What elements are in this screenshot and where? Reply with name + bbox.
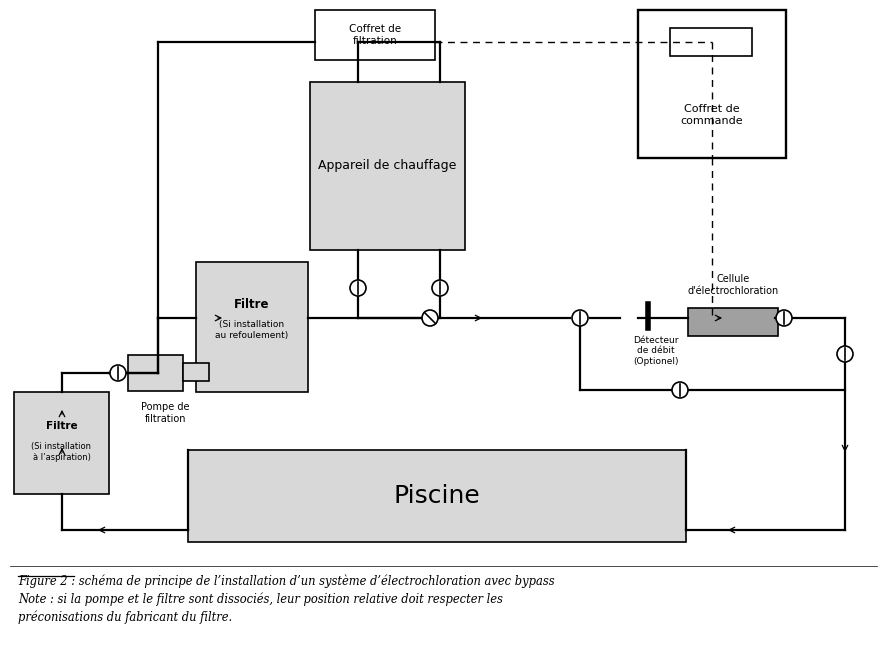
Circle shape bbox=[431, 280, 447, 296]
Circle shape bbox=[110, 365, 126, 381]
Text: Filtre: Filtre bbox=[46, 421, 77, 431]
Circle shape bbox=[672, 382, 688, 398]
Text: Coffret de
commande: Coffret de commande bbox=[680, 104, 742, 126]
Bar bbox=[688, 308, 777, 336]
Bar bbox=[637, 10, 785, 158]
Text: Filtre: Filtre bbox=[234, 298, 269, 311]
Text: Figure 2 : schéma de principe de l’installation d’un système d’électrochloration: Figure 2 : schéma de principe de l’insta… bbox=[18, 575, 554, 588]
Text: préconisations du fabricant du filtre.: préconisations du fabricant du filtre. bbox=[18, 611, 232, 625]
Text: Note : si la pompe et le filtre sont dissociés, leur position relative doit resp: Note : si la pompe et le filtre sont dis… bbox=[18, 593, 502, 606]
Text: Piscine: Piscine bbox=[393, 484, 480, 508]
Circle shape bbox=[775, 310, 791, 326]
Circle shape bbox=[571, 310, 587, 326]
Bar bbox=[188, 450, 685, 542]
Bar bbox=[14, 392, 109, 494]
Bar bbox=[309, 82, 464, 250]
Text: Pompe de
filtration: Pompe de filtration bbox=[141, 402, 190, 424]
Text: Détecteur
de débit
(Optionel): Détecteur de débit (Optionel) bbox=[633, 336, 678, 366]
Bar bbox=[128, 355, 183, 391]
Circle shape bbox=[422, 310, 438, 326]
Text: Cellule
d'électrochloration: Cellule d'électrochloration bbox=[687, 274, 778, 296]
Bar bbox=[315, 10, 434, 60]
Text: (Si installation
à l’aspiration): (Si installation à l’aspiration) bbox=[32, 442, 91, 462]
Text: Appareil de chauffage: Appareil de chauffage bbox=[318, 159, 456, 172]
Circle shape bbox=[836, 346, 852, 362]
Circle shape bbox=[350, 280, 366, 296]
Text: Coffret de
filtration: Coffret de filtration bbox=[348, 24, 400, 46]
Bar bbox=[196, 262, 307, 392]
Text: (Si installation
au refoulement): (Si installation au refoulement) bbox=[215, 320, 288, 340]
Bar bbox=[669, 28, 751, 56]
Bar bbox=[183, 363, 209, 381]
